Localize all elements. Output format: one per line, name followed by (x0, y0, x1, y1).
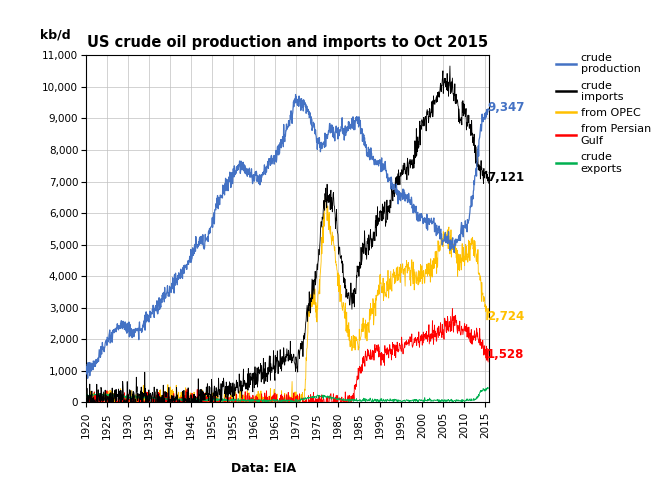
Text: 2,724: 2,724 (487, 310, 524, 323)
Text: 7,121: 7,121 (487, 171, 524, 184)
Title: US crude oil production and imports to Oct 2015: US crude oil production and imports to O… (87, 35, 488, 50)
Text: 1,528: 1,528 (487, 348, 524, 361)
Text: 9,347: 9,347 (487, 101, 524, 114)
Text: Data: EIA: Data: EIA (231, 462, 296, 475)
Legend: crude
production, crude
imports, from OPEC, from Persian
Gulf, crude
exports: crude production, crude imports, from OP… (552, 48, 655, 178)
Text: kb/d: kb/d (40, 29, 70, 41)
